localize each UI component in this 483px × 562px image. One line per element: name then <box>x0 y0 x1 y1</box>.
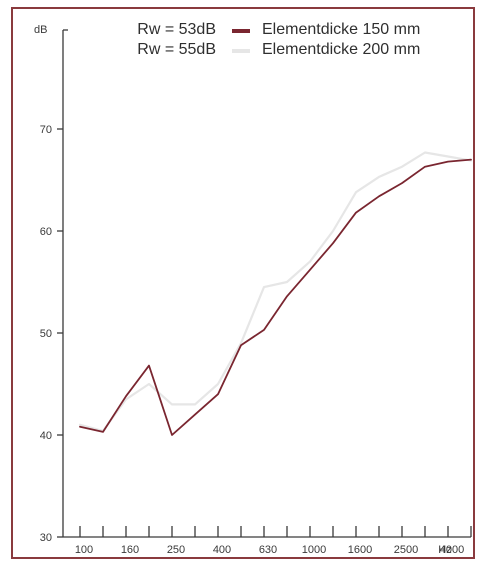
legend-rating: Rw = 55dB <box>137 41 216 58</box>
legend-swatch <box>232 49 250 53</box>
legend: Rw = 53dB Elementdicke 150 mm Rw = 55dB Ele… <box>137 21 420 58</box>
y-tick-label: 70 <box>40 124 52 136</box>
x-tick-label: 2500 <box>394 544 418 556</box>
x-tick-label: 1600 <box>348 544 372 556</box>
x-tick-label: 100 <box>75 544 93 556</box>
y-tick-label: 50 <box>40 328 52 340</box>
y-tick-label: 30 <box>40 532 52 544</box>
series-layer <box>78 151 473 436</box>
x-tick-label: 4000 <box>440 544 464 556</box>
x-tick-label: 1000 <box>302 544 326 556</box>
y-unit-label: dB <box>34 24 47 36</box>
x-unit-label: Hz <box>438 544 451 556</box>
x-tick-label: 630 <box>259 544 277 556</box>
series-line <box>79 158 472 436</box>
series-line <box>78 151 473 432</box>
y-tick-label: 60 <box>40 226 52 238</box>
axes: dB 30 40 50 60 70 100 160 250 400 630 1000 1600 2500 4… <box>34 24 472 556</box>
legend-label: Elementdicke 150 mm <box>262 21 420 38</box>
chart-frame <box>11 7 475 559</box>
legend-label: Elementdicke 200 mm <box>262 41 420 58</box>
legend-rating: Rw = 53dB <box>137 21 216 38</box>
y-tick-label: 40 <box>40 430 52 442</box>
x-tick-label: 160 <box>121 544 139 556</box>
legend-swatch <box>232 29 250 33</box>
x-tick-label: 250 <box>167 544 185 556</box>
x-tick-label: 400 <box>213 544 231 556</box>
